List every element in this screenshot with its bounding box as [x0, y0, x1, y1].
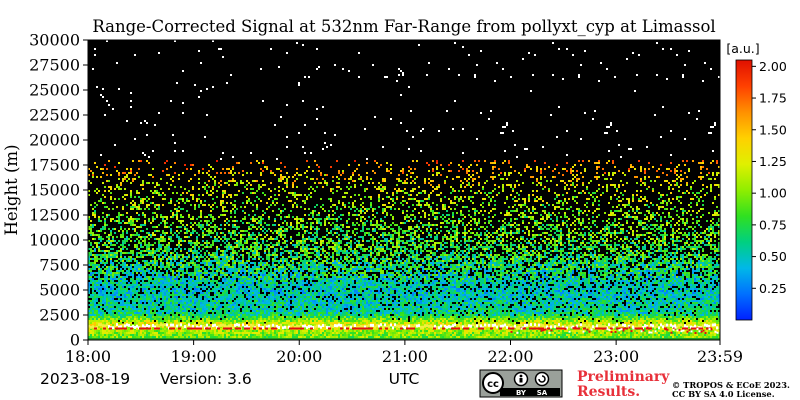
chart-title: Range-Corrected Signal at 532nm Far-Rang… [92, 17, 715, 36]
footer: 2023-08-19 Version: 3.6 UTC cc BY SA Pre… [40, 369, 790, 400]
colorbar-unit: [a.u.] [726, 41, 759, 56]
y-axis-label: Height (m) [2, 144, 21, 235]
y-tick-label: 10000 [29, 231, 80, 250]
colorbar-tick-label: 1.50 [759, 122, 787, 137]
colorbar-scale [736, 60, 752, 320]
colorbar-tick-label: 1.00 [759, 186, 787, 201]
plot-area [88, 40, 720, 340]
y-tick-label: 12500 [29, 206, 80, 225]
preliminary-label-line1: Preliminary [577, 369, 670, 385]
colorbar-tick-label: 2.00 [759, 59, 787, 74]
y-tick-label: 27500 [29, 56, 80, 75]
y-tick-label: 22500 [29, 106, 80, 125]
colorbar-tick-label: 1.75 [759, 91, 787, 106]
y-axis: 0250050007500100001250015000175002000022… [29, 31, 88, 350]
y-tick-label: 25000 [29, 81, 80, 100]
x-tick-label: 19:00 [171, 347, 217, 366]
preliminary-label-line2: Results. [577, 384, 640, 400]
copyright-line2: CC BY SA 4.0 License. [672, 389, 775, 399]
x-axis: 18:00 19:00 20:00 21:00 22:00 23:00 23:59 [65, 340, 743, 366]
x-tick-label: 23:00 [593, 347, 639, 366]
y-tick-label: 15000 [29, 181, 80, 200]
x-tick-label: 18:00 [65, 347, 111, 366]
x-axis-label: UTC [389, 370, 420, 388]
y-tick-label: 2500 [39, 306, 80, 325]
cc-license-badge: cc BY SA [480, 370, 562, 397]
x-tick-label: 20:00 [276, 347, 322, 366]
colorbar: [a.u.] 0.25 0.50 0.75 1.00 1.25 1.50 1.75 2.00 [726, 41, 787, 320]
x-tick-label: 22:00 [487, 347, 533, 366]
y-tick-label: 5000 [39, 281, 80, 300]
colorbar-tick-label: 1.25 [759, 154, 787, 169]
sa-share-icon [536, 373, 549, 386]
x-tick-label: 21:00 [382, 347, 428, 366]
y-tick-label: 7500 [39, 256, 80, 275]
y-tick-label: 30000 [29, 31, 80, 50]
footer-date: 2023-08-19 [40, 370, 130, 388]
x-tick-label: 23:59 [697, 347, 743, 366]
footer-version: Version: 3.6 [160, 370, 252, 388]
colorbar-tick-label: 0.25 [759, 281, 787, 296]
colorbar-tick-label: 0.75 [759, 217, 787, 232]
y-tick-label: 17500 [29, 156, 80, 175]
y-tick-label: 20000 [29, 131, 80, 150]
colorbar-tick-label: 0.50 [759, 249, 787, 264]
